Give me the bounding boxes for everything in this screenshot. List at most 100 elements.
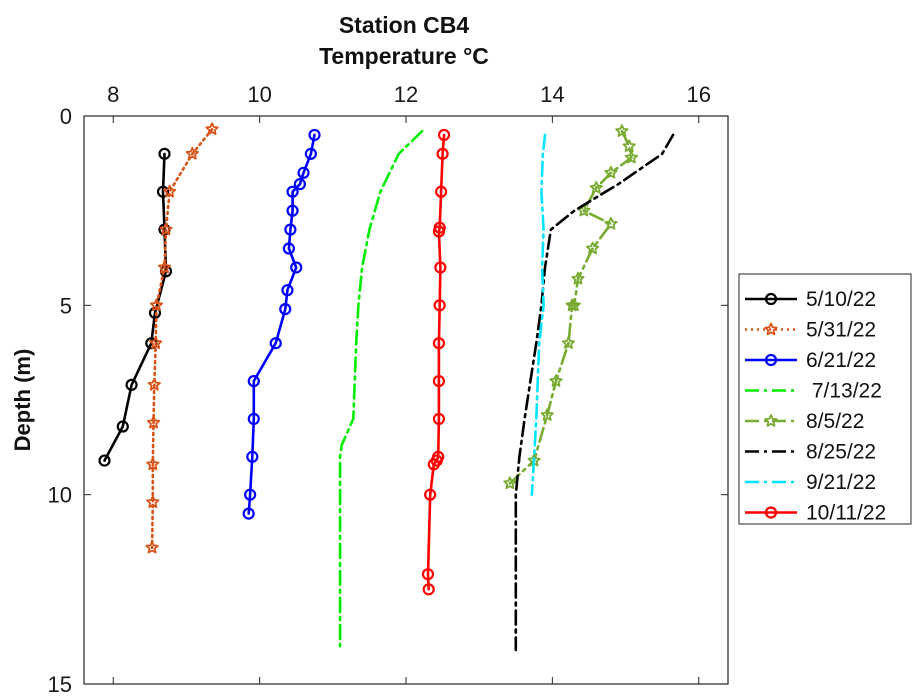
data-point xyxy=(286,204,299,217)
y-tick-label: 15 xyxy=(48,672,72,697)
data-point xyxy=(604,217,618,230)
data-point xyxy=(540,408,554,421)
data-point xyxy=(424,488,437,501)
legend-item: 10/11/22 xyxy=(745,502,886,525)
data-point xyxy=(624,150,639,164)
data-point xyxy=(304,147,317,160)
data-point xyxy=(159,222,173,236)
legend-box xyxy=(738,273,912,525)
legend: 5/10/22 5/31/22 6/21/22 7/13/22 8/5/22 8/25/… xyxy=(738,273,912,525)
data-point xyxy=(146,495,160,508)
legend-item: 5/10/22 xyxy=(745,288,876,311)
legend-item: 7/13/22 xyxy=(745,380,882,403)
legend-item: 9/21/22 xyxy=(745,471,876,494)
data-point xyxy=(561,336,576,349)
series-line xyxy=(514,133,675,652)
legend-label: 8/5/22 xyxy=(806,410,864,433)
data-point xyxy=(246,450,259,463)
data-point xyxy=(269,337,282,350)
data-point xyxy=(146,457,160,471)
data-point xyxy=(125,378,138,391)
data-point xyxy=(146,415,161,429)
series-6 xyxy=(514,133,675,652)
x-tick-label: 10 xyxy=(247,82,271,107)
data-point xyxy=(281,284,294,297)
data-point xyxy=(435,185,448,198)
data-point xyxy=(205,122,219,136)
data-point xyxy=(116,420,129,433)
legend-item: 8/5/22 xyxy=(745,410,864,433)
data-point xyxy=(432,412,446,426)
data-point xyxy=(589,181,603,194)
series-1 xyxy=(98,147,173,467)
data-point xyxy=(98,454,111,467)
data-point xyxy=(148,306,162,320)
legend-label: 8/25/22 xyxy=(806,441,876,464)
y-tick-label: 0 xyxy=(60,104,72,129)
data-point xyxy=(604,165,618,179)
data-point xyxy=(565,298,579,312)
legend-label: 10/11/22 xyxy=(806,502,886,525)
y-tick-label: 10 xyxy=(48,483,72,508)
y-axis-label: Depth (m) xyxy=(10,349,35,452)
data-point xyxy=(149,298,164,312)
data-point xyxy=(163,184,177,198)
data-point xyxy=(571,271,585,285)
x-tick-label: 12 xyxy=(394,82,418,107)
data-point xyxy=(244,488,257,501)
data-point xyxy=(297,166,310,179)
legend-marker xyxy=(764,322,778,336)
data-point xyxy=(286,185,299,198)
data-point xyxy=(147,377,161,391)
series-line xyxy=(338,129,424,648)
data-point xyxy=(549,374,563,387)
data-point xyxy=(422,583,435,596)
data-point xyxy=(433,299,446,312)
legend-label: 7/13/22 xyxy=(806,380,882,403)
data-point xyxy=(156,185,170,198)
data-point xyxy=(432,374,446,388)
data-point xyxy=(293,178,306,191)
series-2 xyxy=(145,122,219,554)
legend-label: 9/21/22 xyxy=(806,471,876,494)
legend-item: 6/21/22 xyxy=(745,349,876,372)
data-point xyxy=(157,260,172,274)
data-point xyxy=(503,476,517,490)
data-point xyxy=(434,261,447,274)
series-line xyxy=(103,152,168,462)
data-point xyxy=(615,124,629,137)
series-4 xyxy=(338,129,424,648)
legend-marker xyxy=(764,506,778,519)
legend-item: 5/31/22 xyxy=(745,319,876,342)
data-point xyxy=(290,261,303,274)
series-line xyxy=(247,133,316,515)
x-tick-label: 14 xyxy=(540,82,564,107)
data-point xyxy=(158,147,171,160)
data-point xyxy=(242,507,255,520)
legend-marker xyxy=(764,292,778,306)
series-line xyxy=(530,133,547,497)
data-point xyxy=(247,412,260,426)
series-line xyxy=(150,128,214,550)
data-point xyxy=(427,458,440,471)
series-7 xyxy=(530,133,547,497)
data-point xyxy=(437,128,451,142)
data-point xyxy=(622,139,636,153)
series-line xyxy=(426,133,446,591)
legend-label: 6/21/22 xyxy=(806,349,876,372)
series-layer xyxy=(98,122,675,652)
series-3 xyxy=(242,128,321,520)
y-ticks: 0 5 10 15 xyxy=(48,104,728,697)
chart-subtitle: Temperature °C xyxy=(319,43,489,69)
x-tick-label: 8 xyxy=(107,82,119,107)
data-point xyxy=(279,303,292,316)
x-ticks: 8 10 12 14 16 xyxy=(107,82,711,684)
series-8 xyxy=(421,128,451,596)
plot-frame xyxy=(83,115,729,685)
data-point xyxy=(432,225,446,238)
data-point xyxy=(149,336,163,349)
legend-items: 5/10/22 5/31/22 6/21/22 7/13/22 8/5/22 8/25/… xyxy=(745,288,886,525)
legend-item: 8/25/22 xyxy=(745,441,876,464)
legend-marker xyxy=(764,414,778,427)
